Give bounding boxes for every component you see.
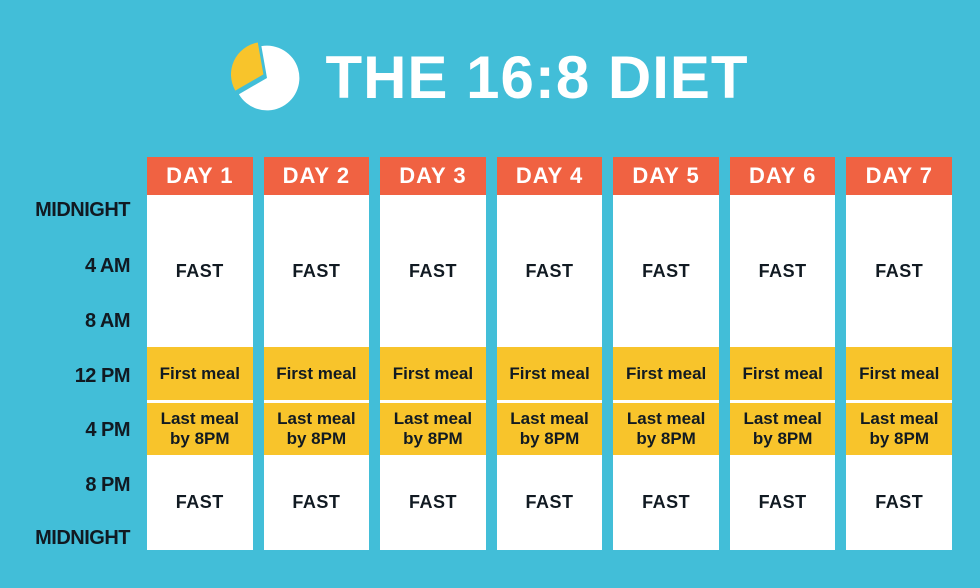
cell-label: First meal (392, 363, 474, 383)
cell-label: FAST (758, 492, 807, 512)
cell-label-line2: by 8PM (752, 429, 813, 448)
cell-label: FAST (642, 492, 691, 512)
last-meal-cell: Last meal by 8PM (147, 403, 253, 455)
time-axis: MIDNIGHT 4 AM 8 AM 12 PM 4 PM 8 PM MIDNI… (0, 0, 132, 588)
day-header: DAY 2 (263, 157, 370, 195)
first-meal-cell: First meal (729, 347, 836, 403)
day-column-7: DAY 7 FAST First meal Last meal by 8PM FA… (846, 157, 953, 550)
fast-cell-am: FAST (496, 195, 603, 347)
cell-label: FAST (292, 492, 341, 512)
fast-cell-am: FAST (729, 195, 836, 347)
time-label-12pm: 12 PM (74, 365, 131, 387)
day-column-4: DAY 4 FAST First meal Last meal by 8PM FA… (496, 157, 603, 550)
last-meal-cell: Last meal by 8PM (496, 403, 603, 455)
day-column-2: DAY 2 FAST First meal Last meal by 8PM FA… (263, 157, 370, 550)
day-header: DAY 7 (846, 157, 953, 195)
cell-label: FAST (525, 492, 574, 512)
fast-cell-pm: FAST (729, 455, 836, 550)
cell-label-line2: by 8PM (869, 429, 930, 448)
first-meal-cell: First meal (846, 347, 953, 403)
page-title: THE 16:8 DIET (325, 44, 749, 111)
cell-label: FAST (408, 260, 457, 281)
day-header: DAY 4 (496, 157, 603, 195)
cell-label-line2: by 8PM (170, 429, 230, 448)
first-meal-cell: First meal (147, 347, 253, 403)
last-meal-cell: Last meal by 8PM (846, 403, 953, 455)
cell-label: FAST (175, 492, 224, 512)
fast-cell-pm: FAST (147, 455, 253, 550)
schedule-grid: DAY 1 FAST First meal Last meal by 8PM FA… (147, 157, 953, 550)
time-label-8pm: 8 PM (85, 474, 130, 496)
pie-body-shape (239, 45, 300, 111)
cell-label: First meal (859, 363, 940, 383)
day-column-1: DAY 1 FAST First meal Last meal by 8PM FA… (147, 157, 253, 550)
cell-label: First meal (625, 363, 707, 383)
cell-label-line1: Last meal (626, 409, 706, 428)
cell-label: FAST (525, 260, 574, 281)
time-label-8am: 8 AM (84, 310, 131, 332)
last-meal-cell: Last meal by 8PM (729, 403, 836, 455)
last-meal-cell: Last meal by 8PM (263, 403, 370, 455)
cell-label-line1: Last meal (510, 409, 589, 428)
last-meal-cell: Last meal by 8PM (380, 403, 486, 455)
cell-label-line2: by 8PM (636, 429, 696, 448)
day-header: DAY 1 (147, 157, 253, 195)
time-label-4am: 4 AM (84, 255, 131, 277)
day-column-6: DAY 6 FAST First meal Last meal by 8PM FA… (729, 157, 836, 550)
cell-label-line2: by 8PM (519, 429, 580, 448)
day-column-3: DAY 3 FAST First meal Last meal by 8PM FA… (380, 157, 486, 550)
cell-label: FAST (292, 260, 341, 281)
day-header: DAY 5 (613, 157, 719, 195)
cell-label: FAST (642, 260, 691, 281)
fast-cell-pm: FAST (380, 455, 486, 550)
first-meal-cell: First meal (263, 347, 370, 403)
fast-cell-pm: FAST (496, 455, 603, 550)
fast-cell-am: FAST (147, 195, 253, 347)
pie-chart-icon (231, 42, 300, 111)
cell-label: First meal (276, 363, 357, 383)
fast-cell-am: FAST (613, 195, 719, 347)
cell-label-line2: by 8PM (286, 429, 347, 448)
fast-cell-am: FAST (846, 195, 953, 347)
cell-label: FAST (408, 492, 457, 512)
day-header: DAY 6 (729, 157, 836, 195)
cell-label-line1: Last meal (743, 409, 822, 428)
last-meal-cell: Last meal by 8PM (613, 403, 719, 455)
fast-cell-pm: FAST (263, 455, 370, 550)
cell-label: FAST (758, 260, 807, 281)
pie-wedge-shape (231, 42, 264, 91)
cell-label: First meal (742, 363, 823, 383)
fast-cell-am: FAST (380, 195, 486, 347)
cell-label: FAST (875, 260, 924, 281)
time-label-midnight-bottom: MIDNIGHT (35, 527, 130, 549)
cell-label-line1: Last meal (393, 409, 473, 428)
cell-label: First meal (509, 363, 590, 383)
fast-cell-am: FAST (263, 195, 370, 347)
cell-label: FAST (875, 492, 924, 512)
cell-label-line1: Last meal (277, 409, 356, 428)
day-column-5: DAY 5 FAST First meal Last meal by 8PM FA… (613, 157, 719, 550)
day-header: DAY 3 (380, 157, 486, 195)
fast-cell-pm: FAST (846, 455, 953, 550)
fast-cell-pm: FAST (613, 455, 719, 550)
first-meal-cell: First meal (613, 347, 719, 403)
cell-label: FAST (175, 260, 224, 281)
time-label-midnight-top: MIDNIGHT (35, 199, 130, 221)
first-meal-cell: First meal (380, 347, 486, 403)
cell-label-line1: Last meal (160, 409, 239, 428)
first-meal-cell: First meal (496, 347, 603, 403)
title-bar: THE 16:8 DIET (0, 40, 980, 116)
time-label-4pm: 4 PM (85, 419, 130, 441)
cell-label-line2: by 8PM (403, 429, 463, 448)
cell-label-line1: Last meal (860, 409, 939, 428)
cell-label: First meal (159, 363, 240, 383)
